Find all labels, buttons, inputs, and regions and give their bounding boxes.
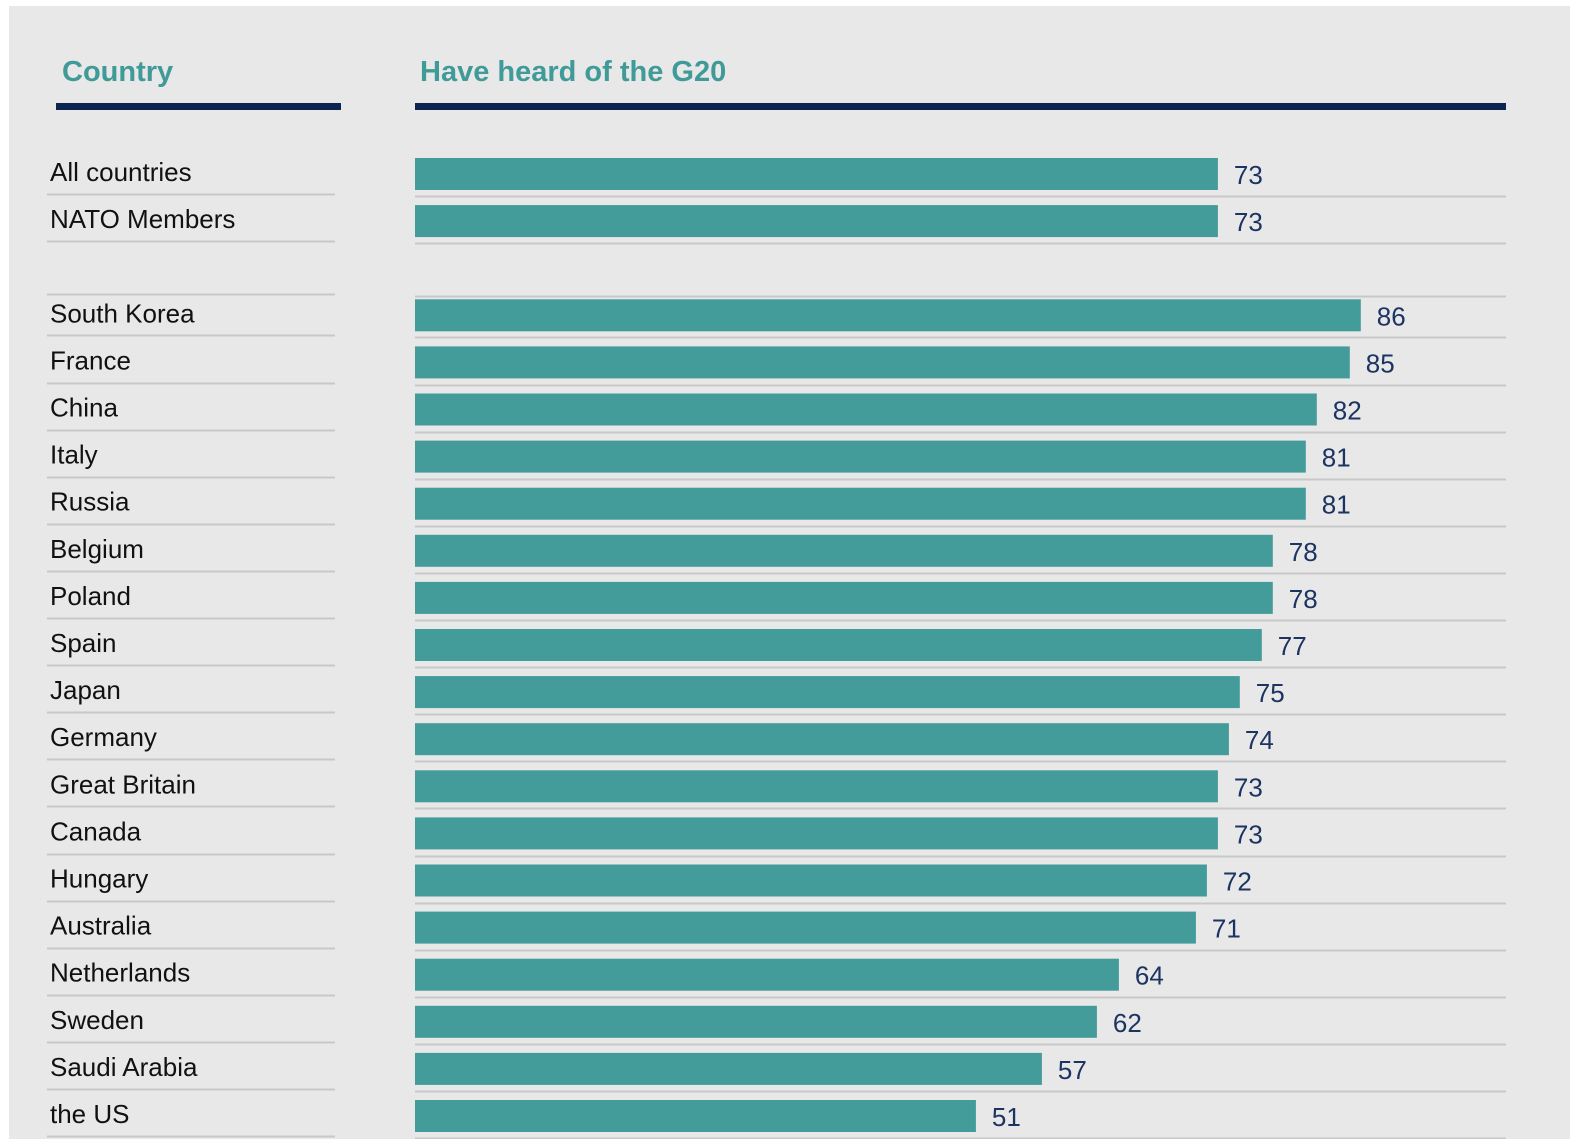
value-label-china: 82 — [1333, 396, 1362, 426]
category-label-china: China — [50, 393, 118, 423]
bar-nato-members — [415, 205, 1218, 238]
bar-sweden — [415, 1005, 1097, 1038]
measure-column-header: Have heard of the G20 — [420, 56, 727, 88]
bar-japan — [415, 676, 1240, 709]
category-label-russia: Russia — [50, 487, 130, 517]
category-label-nato-members: NATO Members — [50, 204, 235, 234]
category-label-germany: Germany — [50, 722, 157, 752]
value-label-netherlands: 64 — [1135, 961, 1164, 991]
bar-all-countries — [415, 158, 1218, 190]
category-label-australia: Australia — [50, 911, 152, 941]
bar-hungary — [415, 864, 1207, 897]
value-label-nato-members: 73 — [1234, 207, 1263, 237]
category-label-the-us: the US — [50, 1099, 130, 1129]
value-label-hungary: 72 — [1223, 867, 1252, 897]
bar-great-britain — [415, 770, 1218, 803]
bar-south-korea — [415, 299, 1361, 332]
category-label-sweden: Sweden — [50, 1005, 144, 1035]
category-label-france: France — [50, 345, 131, 375]
bar-saudi-arabia — [415, 1052, 1042, 1085]
value-label-south-korea: 86 — [1377, 301, 1406, 331]
category-label-south-korea: South Korea — [50, 298, 195, 328]
bar-russia — [415, 487, 1306, 520]
measure-header-rule — [415, 103, 1506, 110]
category-label-saudi-arabia: Saudi Arabia — [50, 1052, 198, 1082]
bar-poland — [415, 581, 1273, 614]
value-label-poland: 78 — [1289, 584, 1318, 614]
category-label-italy: Italy — [50, 440, 98, 470]
value-label-the-us: 51 — [992, 1102, 1021, 1132]
value-label-germany: 74 — [1245, 725, 1274, 755]
value-label-belgium: 78 — [1289, 537, 1318, 567]
bar-netherlands — [415, 958, 1119, 991]
value-label-spain: 77 — [1278, 631, 1307, 661]
country-column-header: Country — [62, 56, 174, 88]
value-label-all-countries: 73 — [1234, 160, 1263, 190]
value-label-canada: 73 — [1234, 819, 1263, 849]
country-header-rule — [56, 103, 341, 110]
value-label-saudi-arabia: 57 — [1058, 1055, 1087, 1085]
bar-canada — [415, 817, 1218, 850]
category-label-netherlands: Netherlands — [50, 958, 190, 988]
value-label-great-britain: 73 — [1234, 772, 1263, 802]
category-label-hungary: Hungary — [50, 864, 148, 894]
category-label-belgium: Belgium — [50, 534, 144, 564]
value-label-russia: 81 — [1322, 490, 1351, 520]
category-label-japan: Japan — [50, 675, 121, 705]
bar-australia — [415, 911, 1196, 944]
bar-france — [415, 346, 1350, 379]
value-label-italy: 81 — [1322, 443, 1351, 473]
category-label-all-countries: All countries — [50, 157, 192, 187]
value-label-australia: 71 — [1212, 914, 1241, 944]
category-label-spain: Spain — [50, 628, 117, 658]
bar-italy — [415, 440, 1306, 473]
value-label-japan: 75 — [1256, 678, 1285, 708]
category-label-poland: Poland — [50, 581, 131, 611]
bar-china — [415, 393, 1317, 426]
category-label-canada: Canada — [50, 816, 142, 846]
bar-germany — [415, 723, 1229, 756]
bar-the-us — [415, 1100, 976, 1132]
bar-belgium — [415, 534, 1273, 567]
value-label-france: 85 — [1366, 348, 1395, 378]
bar-spain — [415, 629, 1262, 661]
value-label-sweden: 62 — [1113, 1008, 1142, 1038]
category-label-great-britain: Great Britain — [50, 769, 196, 799]
